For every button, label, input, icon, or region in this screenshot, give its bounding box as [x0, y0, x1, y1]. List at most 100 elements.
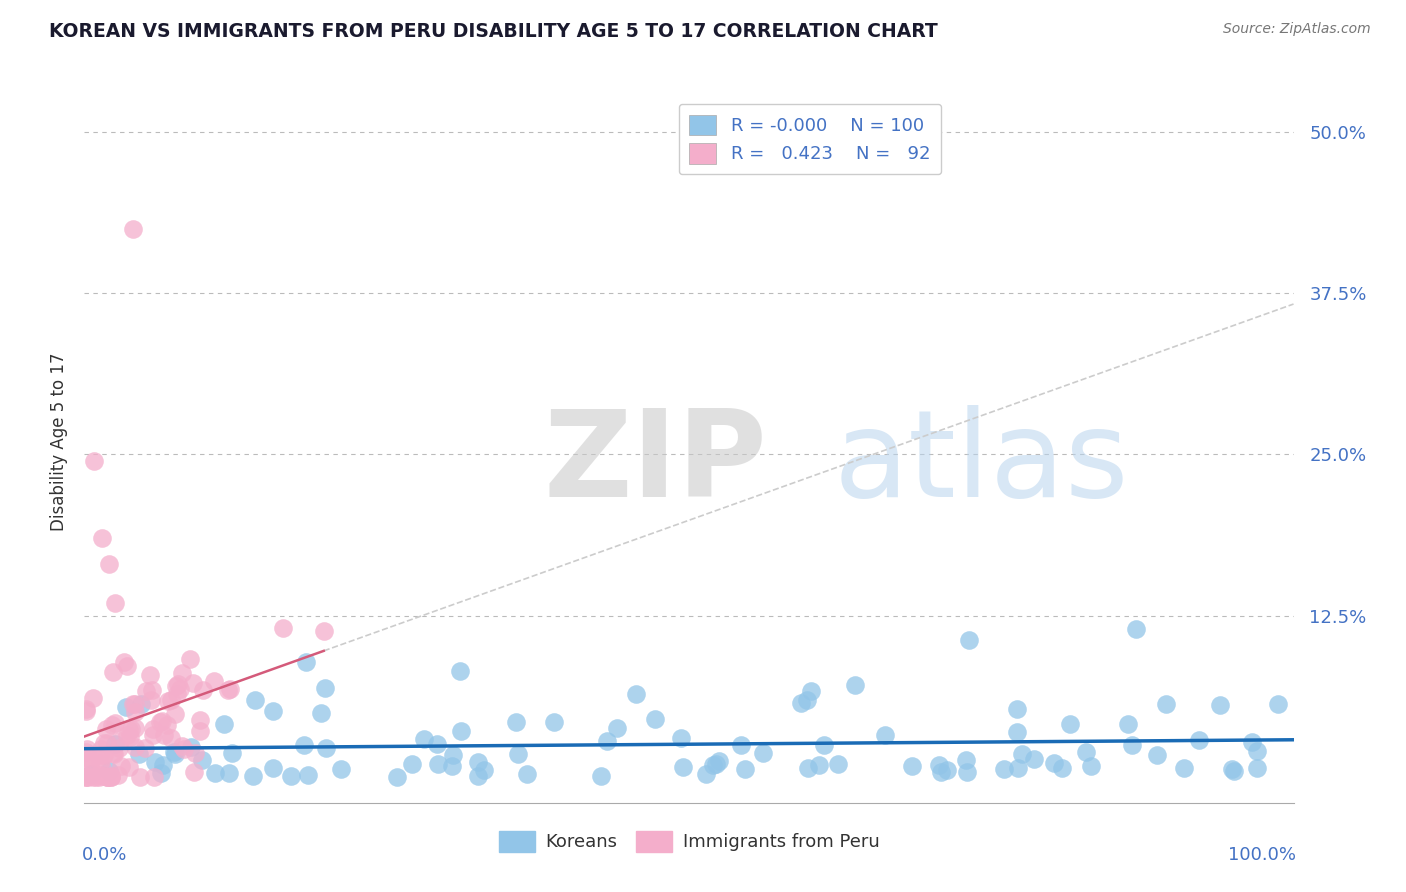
Point [110, 759, 132, 773]
Point [160, 693, 183, 707]
Point [796, 693, 818, 707]
Point [1011, 747, 1033, 761]
Point [606, 721, 628, 735]
Point [97, 770, 120, 784]
Point [297, 768, 319, 782]
Point [129, 770, 152, 784]
Point [179, 652, 201, 666]
Point [96, 770, 118, 784]
Point [75, 745, 97, 759]
Point [180, 739, 202, 754]
Point [671, 731, 693, 745]
Point [142, 722, 165, 736]
Point [143, 756, 166, 770]
Point [166, 687, 188, 701]
Text: ZIP: ZIP [544, 405, 768, 522]
Point [122, 697, 145, 711]
Point [1156, 697, 1178, 711]
Point [1007, 761, 1029, 775]
Point [315, 741, 337, 756]
Point [173, 742, 195, 756]
Point [77, 751, 100, 765]
Point [426, 756, 449, 771]
Point [89, 756, 111, 770]
Point [807, 757, 830, 772]
Y-axis label: Disability Age 5 to 17: Disability Age 5 to 17 [49, 352, 67, 531]
Point [75, 702, 97, 716]
Point [163, 747, 186, 761]
Point [156, 694, 179, 708]
Point [86, 770, 108, 784]
Point [193, 683, 215, 698]
Point [93, 736, 115, 750]
Point [169, 682, 191, 697]
Point [141, 728, 163, 742]
Point [163, 745, 186, 759]
Point [97, 557, 120, 571]
Point [76, 742, 98, 756]
Point [101, 718, 124, 732]
Point [89, 748, 111, 763]
Point [76, 770, 98, 784]
Point [139, 693, 162, 707]
Point [1223, 764, 1246, 779]
Point [110, 734, 132, 748]
Point [695, 767, 717, 781]
Point [707, 754, 730, 768]
Point [214, 717, 236, 731]
Point [91, 531, 114, 545]
Point [117, 659, 139, 673]
Point [103, 747, 125, 762]
Point [218, 766, 240, 780]
Point [104, 596, 127, 610]
Point [730, 738, 752, 752]
Point [83, 454, 105, 468]
Point [188, 714, 211, 728]
Point [79, 755, 101, 769]
Point [115, 728, 138, 742]
Point [143, 770, 166, 784]
Point [160, 731, 183, 746]
Point [1022, 752, 1045, 766]
Point [243, 693, 266, 707]
Legend: Koreans, Immigrants from Peru: Koreans, Immigrants from Peru [491, 823, 887, 859]
Point [82, 690, 104, 705]
Point [166, 677, 188, 691]
Point [202, 674, 225, 689]
Point [98, 764, 121, 778]
Point [172, 666, 194, 681]
Point [752, 746, 775, 760]
Point [474, 764, 496, 778]
Point [1005, 702, 1028, 716]
Point [163, 706, 186, 721]
Point [204, 766, 226, 780]
Point [543, 715, 565, 730]
Point [624, 687, 647, 701]
Point [449, 664, 471, 678]
Point [129, 697, 152, 711]
Point [217, 683, 239, 698]
Point [107, 768, 129, 782]
Point [280, 769, 302, 783]
Point [413, 732, 436, 747]
Point [242, 769, 264, 783]
Point [1246, 744, 1268, 758]
Point [100, 770, 122, 784]
Point [153, 728, 176, 742]
Point [152, 757, 174, 772]
Point [1080, 759, 1102, 773]
Point [993, 762, 1015, 776]
Point [141, 682, 163, 697]
Point [595, 734, 617, 748]
Point [467, 769, 489, 783]
Point [441, 759, 464, 773]
Point [80, 767, 103, 781]
Point [1059, 717, 1081, 731]
Point [124, 697, 146, 711]
Text: KOREAN VS IMMIGRANTS FROM PERU DISABILITY AGE 5 TO 17 CORRELATION CHART: KOREAN VS IMMIGRANTS FROM PERU DISABILIT… [49, 22, 938, 41]
Point [900, 759, 922, 773]
Point [96, 722, 118, 736]
Point [1267, 697, 1289, 711]
Point [1209, 698, 1232, 712]
Point [118, 760, 141, 774]
